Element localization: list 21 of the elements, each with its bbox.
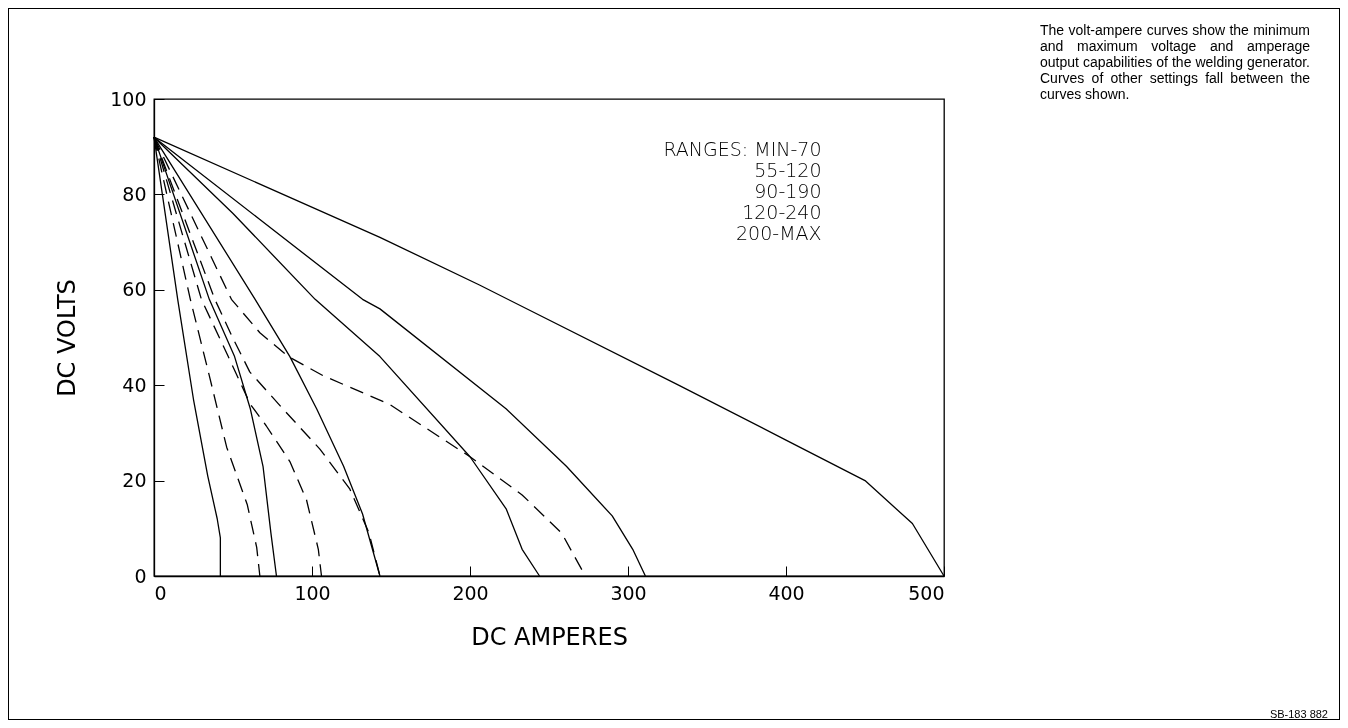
x-tick-label: 400 xyxy=(768,581,805,604)
annotation: 90-190 xyxy=(754,180,822,202)
annotation: 200-MAX xyxy=(736,222,822,244)
text: The volt-ampere curves show the minimum and maximum voltage and amperage output capabilities of the welding generator. Curves of other settings fall between the curves shown. xyxy=(1040,22,1310,103)
y-axis-title: DC VOLTS xyxy=(53,279,82,397)
y-tick-label: 20 xyxy=(122,469,147,492)
annotation: 55-120 xyxy=(754,159,822,181)
y-tick-label: 40 xyxy=(122,373,147,396)
x-tick-label: 200 xyxy=(452,581,489,604)
y-tick-label: 80 xyxy=(122,182,147,205)
annotation: 120-240 xyxy=(742,201,822,223)
y-tick-label: 60 xyxy=(122,278,147,301)
text: SB-183 882 xyxy=(1269,708,1328,720)
x-axis-title: DC AMPERES xyxy=(471,622,628,651)
y-tick-label: 0 xyxy=(134,564,147,587)
x-tick-label: 0 xyxy=(154,581,167,604)
x-tick-label: 300 xyxy=(610,581,647,604)
x-tick-label: 100 xyxy=(294,581,331,604)
y-tick-label: 100 xyxy=(110,87,147,110)
x-tick-label: 500 xyxy=(908,581,945,604)
annotation: RANGES: MIN-70 xyxy=(663,138,822,160)
